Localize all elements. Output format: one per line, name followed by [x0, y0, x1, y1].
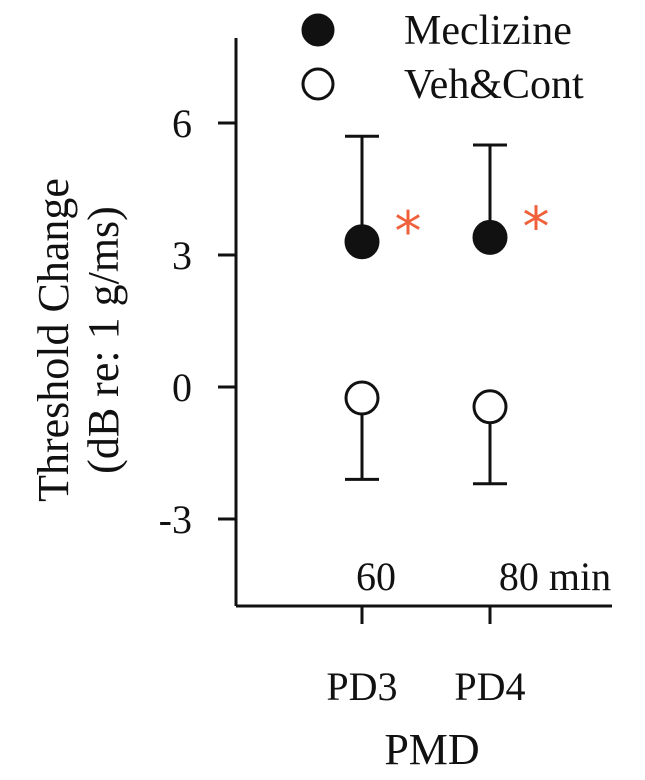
point-meclizine-pd3 — [344, 224, 380, 260]
y-axis-label-line1: Threshold Change — [29, 178, 78, 502]
point-meclizine-pd4 — [472, 219, 508, 255]
y-tick-label-0: 0 — [172, 365, 192, 410]
point-vehcont-pd4 — [472, 389, 508, 425]
y-tick-label-6: 6 — [172, 101, 192, 146]
legend-item-vehcont-marker — [301, 67, 335, 101]
y-axis-label-line2: (dB re: 1 g/ms) — [79, 206, 128, 474]
legend-item-vehcont-label: Veh&Cont — [404, 62, 584, 108]
y-tick-label-3: 3 — [172, 233, 192, 278]
legend-item-meclizine-label: Meclizine — [404, 8, 572, 54]
category-note-pd3: 60 — [356, 554, 396, 599]
category-note-pd4: 80 min — [499, 554, 611, 599]
data-marks: * * — [344, 134, 550, 486]
y-tick-label-neg3: -3 — [159, 497, 192, 542]
legend-item-meclizine-marker — [301, 13, 335, 47]
x-axis-label: PMD — [384, 725, 479, 774]
point-vehcont-pd3 — [344, 380, 380, 416]
y-ticks: 6 3 0 -3 — [159, 101, 236, 542]
axes — [234, 38, 612, 624]
significance-star-pd3: * — [395, 200, 422, 263]
x-tick-label-pd4: PD4 — [454, 664, 525, 709]
significance-star-pd4: * — [523, 195, 550, 258]
x-tick-label-pd3: PD3 — [326, 664, 397, 709]
legend: Meclizine Veh&Cont — [301, 8, 584, 108]
